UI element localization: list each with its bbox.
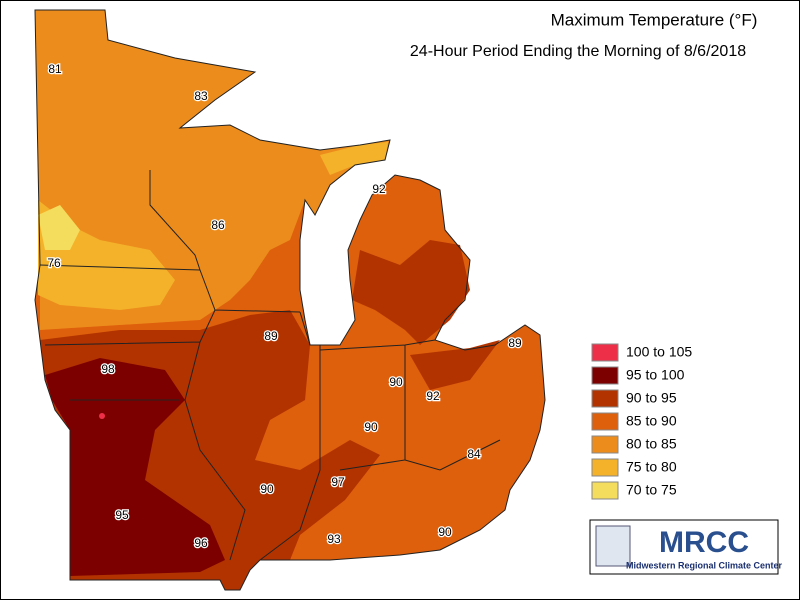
station-value: 96	[194, 536, 208, 550]
station-value: 97	[331, 475, 345, 489]
station-value: 83	[194, 89, 208, 103]
legend-swatch	[591, 458, 619, 477]
station-value: 95	[115, 508, 129, 522]
station-value: 89	[264, 329, 278, 343]
station-value: 92	[372, 182, 386, 196]
title: Maximum Temperature (°F)	[551, 10, 758, 29]
temperature-zones	[35, 10, 545, 590]
station-value: 90	[260, 482, 274, 496]
legend-label: 95 to 100	[626, 367, 685, 383]
legend-swatch	[591, 366, 619, 385]
station-value: 92	[426, 389, 440, 403]
zone	[352, 240, 470, 345]
zone	[410, 340, 500, 390]
legend-label: 100 to 105	[626, 344, 692, 360]
legend-swatch	[591, 435, 619, 454]
subtitle: 24-Hour Period Ending the Morning of 8/6…	[410, 43, 746, 60]
logo-caption: Midwestern Regional Climate Center	[626, 560, 783, 570]
station-value: 86	[211, 218, 225, 232]
station-value: 89	[508, 336, 522, 350]
zone	[45, 358, 225, 576]
legend-label: 80 to 85	[626, 436, 677, 452]
station-labels: 81 83 76 86 92 89 98 90 92 89 90 84 97 90 95 96 93 90	[46, 61, 523, 552]
station-value: 98	[101, 362, 115, 376]
station-value: 93	[327, 532, 341, 546]
station-value: 90	[364, 420, 378, 434]
legend-swatch	[591, 481, 619, 500]
legend: 100 to 105 95 to 100 90 to 95 85 to 90 80 to…	[591, 343, 692, 500]
logo-name: MRCC	[659, 526, 749, 559]
legend-label: 90 to 95	[626, 390, 677, 406]
legend-label: 70 to 75	[626, 482, 677, 498]
zone	[99, 413, 105, 419]
station-value: 81	[48, 62, 62, 76]
legend-label: 75 to 80	[626, 459, 677, 475]
zone	[38, 205, 80, 250]
legend-swatch	[591, 343, 619, 362]
legend-swatch	[591, 389, 619, 408]
station-value: 76	[47, 256, 61, 270]
logo-icon	[595, 525, 631, 567]
legend-label: 85 to 90	[626, 413, 677, 429]
station-value: 84	[467, 447, 481, 461]
station-value: 90	[389, 375, 403, 389]
logo: MRCC Midwestern Regional Climate Center	[589, 519, 783, 575]
legend-swatch	[591, 412, 619, 431]
zone	[320, 142, 388, 175]
state-borders	[34, 9, 546, 591]
station-value: 90	[438, 525, 452, 539]
